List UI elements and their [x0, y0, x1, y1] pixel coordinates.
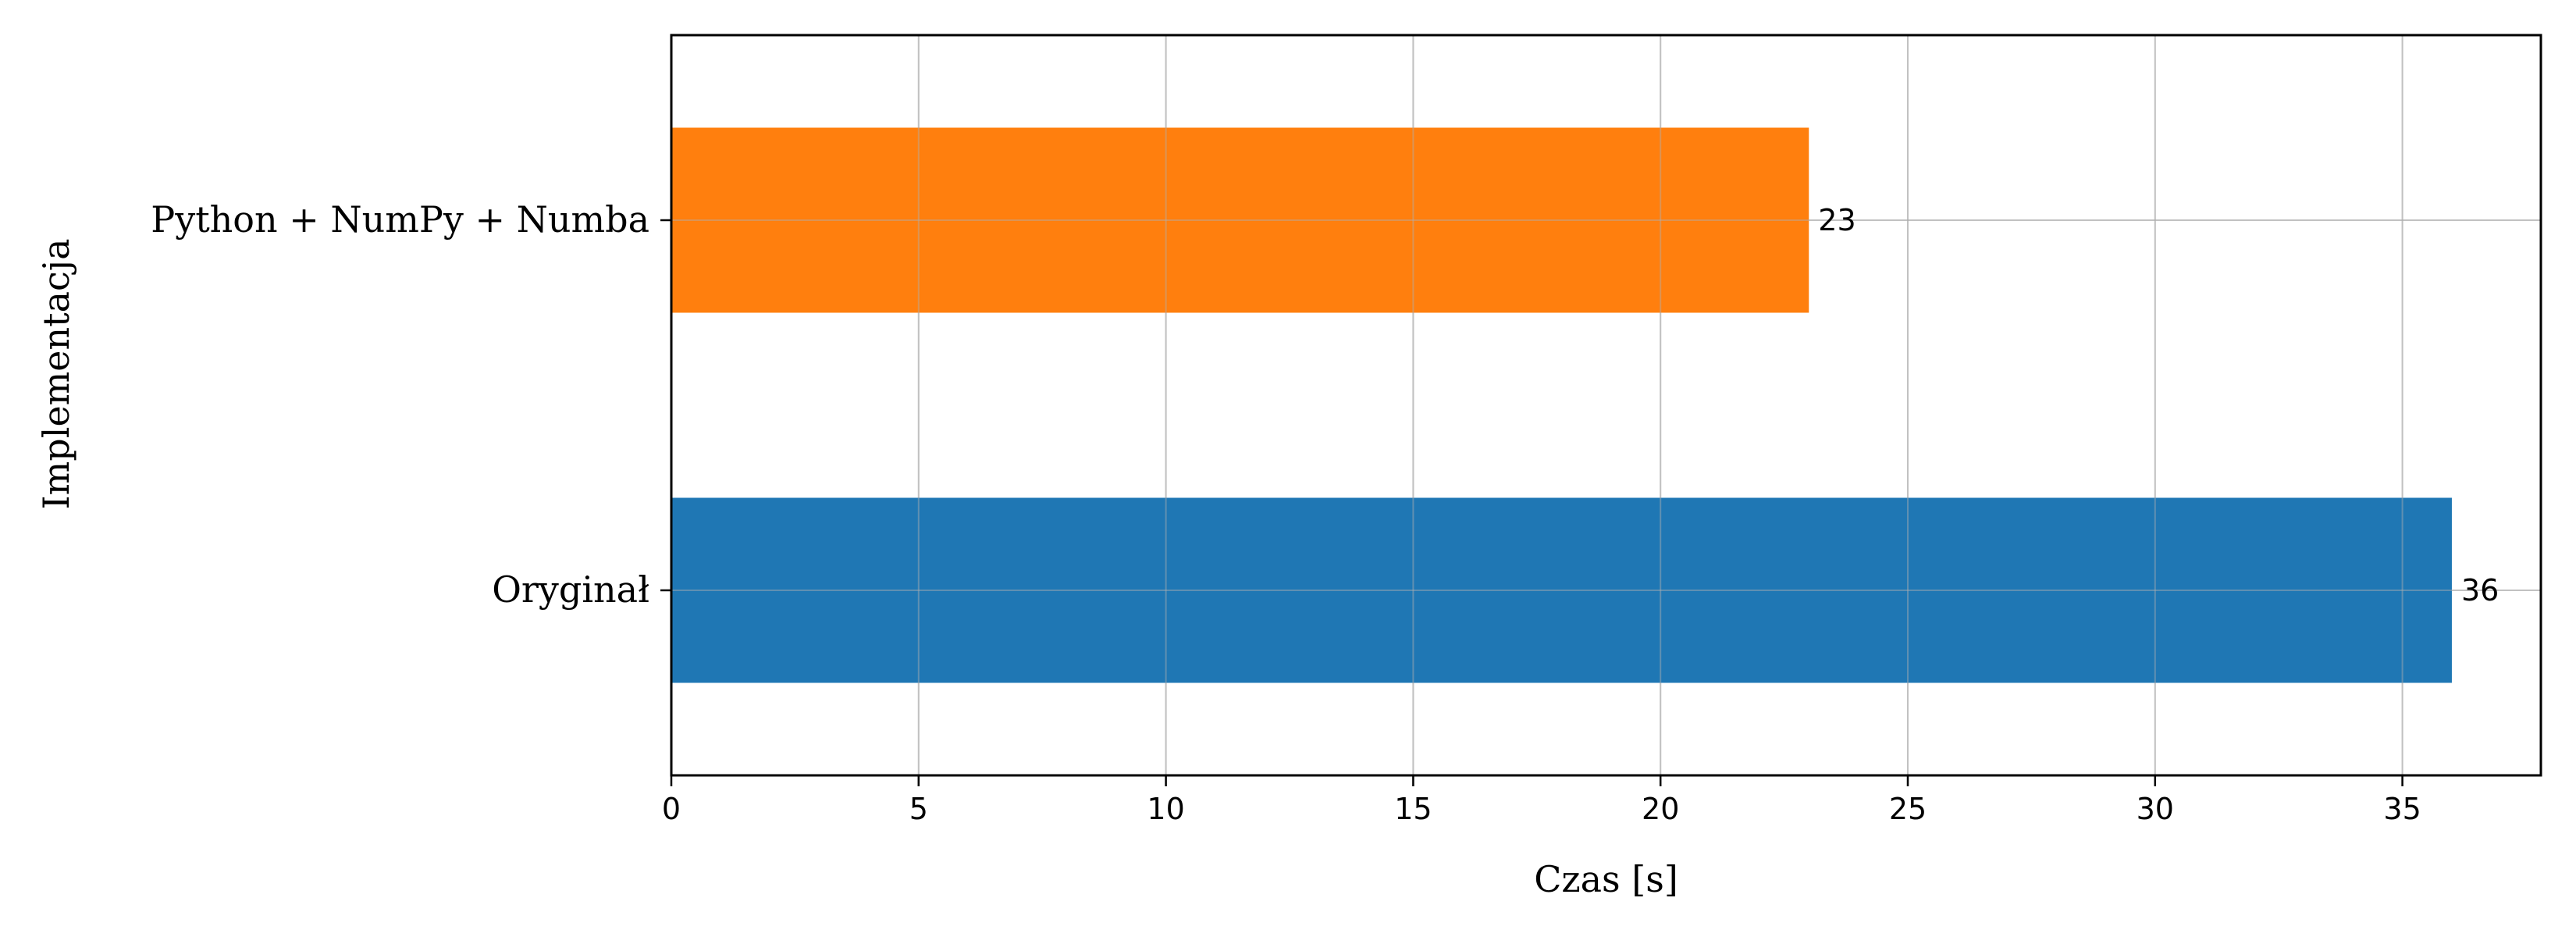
ticks: [660, 219, 2403, 786]
x-tick-label: 15: [1394, 792, 1432, 826]
x-tick-label: 10: [1147, 792, 1184, 826]
bar: [671, 127, 1809, 313]
x-tick-label: 0: [662, 792, 681, 826]
bars: [671, 35, 2541, 775]
x-tick-label: 20: [1642, 792, 1679, 826]
x-tick-label: 25: [1889, 792, 1927, 826]
labels: 0 5 10 15 20 25 30 35 Python + NumPy + Numba 23 Or…: [151, 198, 2499, 826]
data-label: 36: [2461, 573, 2499, 607]
x-tick-label: 35: [2383, 792, 2421, 826]
x-tick-label: 30: [2137, 792, 2174, 826]
data-label: 23: [1818, 203, 1856, 237]
x-tick-label: 5: [909, 792, 928, 826]
category-label: Python + NumPy + Numba: [151, 198, 649, 240]
y-axis-title: Implementacja: [35, 239, 77, 510]
bar: [671, 497, 2452, 683]
plot-frame: [670, 34, 2542, 777]
x-axis-title: Czas [s]: [1534, 858, 1678, 900]
category-label: Oryginał: [492, 568, 649, 611]
